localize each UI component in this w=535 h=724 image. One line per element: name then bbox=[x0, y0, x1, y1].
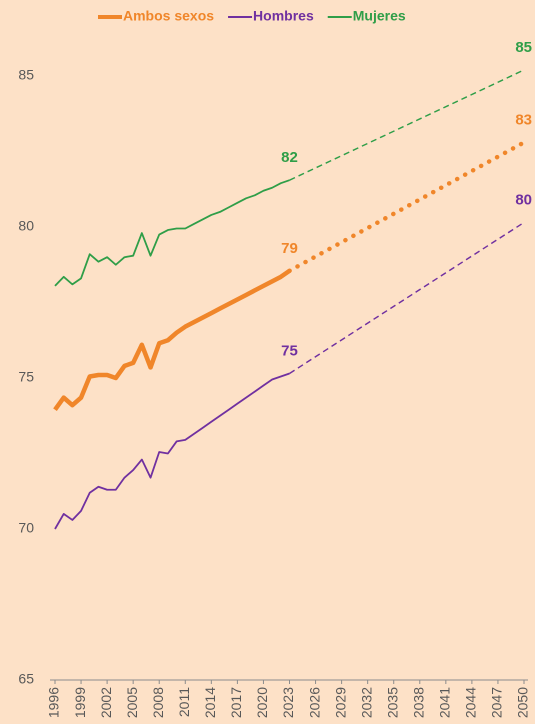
legend-label: Hombres bbox=[253, 8, 314, 24]
legend: Ambos sexos Hombres Mujeres bbox=[98, 8, 406, 24]
data-label: 75 bbox=[281, 342, 298, 359]
legend-label: Mujeres bbox=[353, 8, 406, 24]
x-tick-label: 2047 bbox=[489, 687, 505, 718]
y-tick-label: 80 bbox=[18, 218, 34, 234]
x-tick-label: 1996 bbox=[46, 687, 62, 718]
x-tick-label: 2029 bbox=[332, 687, 348, 718]
x-tick-label: 2014 bbox=[202, 687, 218, 718]
y-tick-label: 85 bbox=[18, 67, 34, 83]
data-label: 79 bbox=[281, 240, 298, 257]
line-projection bbox=[289, 221, 525, 375]
x-tick-label: 2008 bbox=[150, 687, 166, 718]
x-tick-label: 2005 bbox=[124, 687, 140, 718]
data-label: 80 bbox=[515, 191, 532, 208]
line-observed bbox=[53, 268, 291, 412]
x-tick-label: 1999 bbox=[72, 687, 88, 718]
y-tick-label: 75 bbox=[18, 369, 34, 385]
x-tick-label: 2050 bbox=[515, 687, 531, 718]
x-tick-label: 2002 bbox=[98, 687, 114, 718]
data-label: 82 bbox=[281, 149, 298, 166]
x-tick-label: 2038 bbox=[410, 687, 426, 718]
x-tick-label: 2044 bbox=[463, 687, 479, 718]
x-tick-label: 2023 bbox=[280, 687, 296, 718]
x-tick-label: 2035 bbox=[384, 687, 400, 718]
x-tick-label: 2032 bbox=[358, 687, 374, 718]
y-tick-label: 70 bbox=[18, 520, 34, 536]
data-label: 83 bbox=[515, 111, 532, 128]
line-observed bbox=[54, 372, 290, 530]
x-tick-label: 2020 bbox=[254, 687, 270, 718]
line-projection bbox=[287, 140, 527, 274]
data-label: 85 bbox=[515, 39, 532, 56]
y-tick-label: 65 bbox=[18, 671, 34, 687]
line-projection bbox=[289, 69, 525, 181]
x-tick-label: 2026 bbox=[306, 687, 322, 718]
line-observed bbox=[54, 179, 290, 287]
x-tick-label: 2041 bbox=[437, 687, 453, 718]
x-tick-label: 2011 bbox=[176, 687, 192, 717]
x-tick-label: 2017 bbox=[228, 687, 244, 718]
legend-label: Ambos sexos bbox=[123, 8, 214, 24]
